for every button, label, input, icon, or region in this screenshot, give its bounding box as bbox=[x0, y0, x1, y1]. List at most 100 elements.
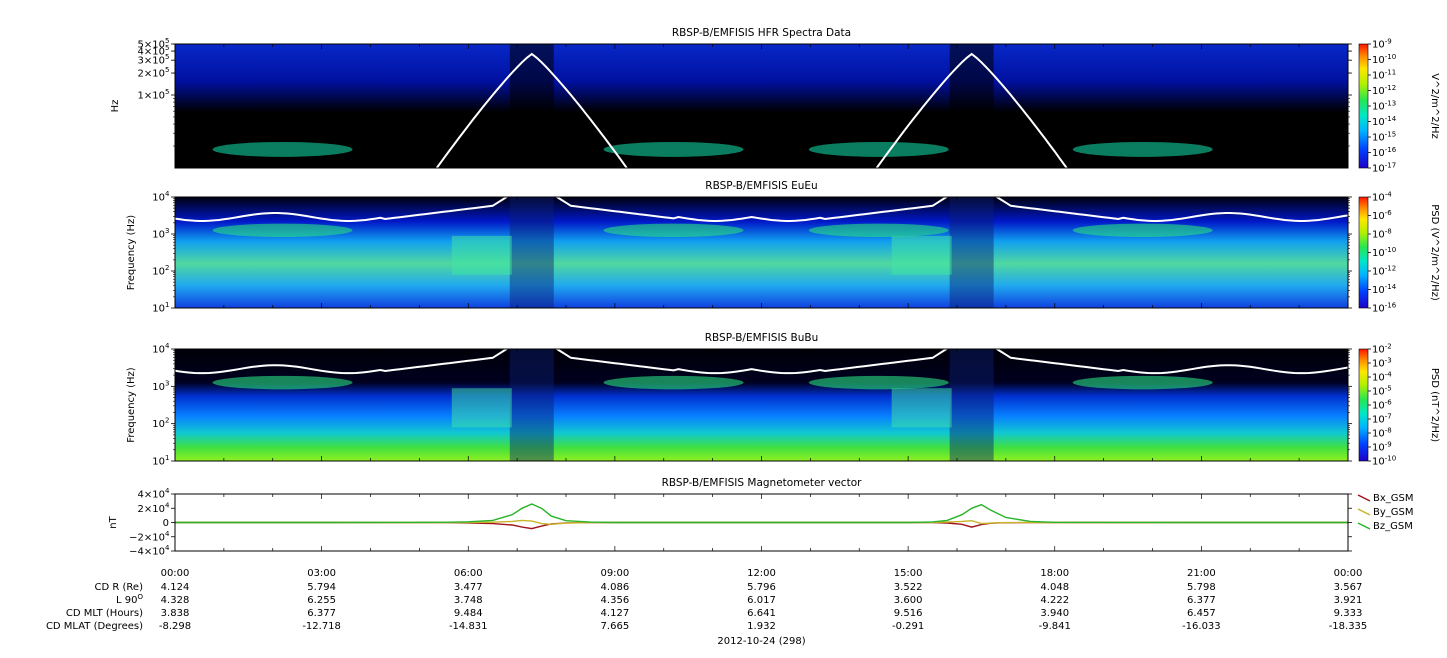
colorbar-tick-label: 10-3 bbox=[1372, 357, 1392, 370]
x-tick-label: 06:00 bbox=[454, 568, 483, 579]
colorbar-tick-label: 10-12 bbox=[1372, 84, 1396, 97]
colorbar-tick-label: 10-8 bbox=[1372, 427, 1392, 440]
y-tick-label: 10 bbox=[152, 419, 165, 430]
emission-band bbox=[808, 141, 949, 157]
y-tick-exponent: 4 bbox=[165, 530, 170, 538]
y-tick-exponent: 1 bbox=[165, 454, 169, 462]
ephemeris-value: 4.127 bbox=[601, 608, 630, 619]
panel-2: RBSP-B/EMFISIS BuBu10-210-310-410-510-61… bbox=[126, 332, 1440, 468]
colorbar-tick-label: 10-4 bbox=[1372, 191, 1392, 204]
emission-patch bbox=[451, 388, 512, 428]
ephemeris-value: -18.335 bbox=[1329, 621, 1368, 632]
ephemeris-value: 4.356 bbox=[601, 595, 630, 606]
y-tick-exponent: 4 bbox=[165, 501, 170, 509]
y-tick-label: 10 bbox=[152, 230, 165, 241]
colorbar-tick-label: 10-10 bbox=[1372, 455, 1396, 468]
ephemeris-value: 6.377 bbox=[307, 608, 336, 619]
x-tick-label: 18:00 bbox=[1040, 568, 1069, 579]
ephemeris-value: 3.522 bbox=[894, 582, 923, 593]
ephemeris-value: 4.048 bbox=[1040, 582, 1069, 593]
legend-swatch bbox=[1357, 494, 1371, 502]
ephemeris-row-label: CD MLT (Hours) bbox=[66, 608, 143, 619]
y-axis-label: nT bbox=[108, 515, 119, 528]
emission-band bbox=[808, 223, 949, 237]
colorbar bbox=[1358, 196, 1369, 309]
x-tick-label: 12:00 bbox=[747, 568, 776, 579]
emission-band bbox=[1072, 375, 1213, 390]
ephemeris-value: 1.932 bbox=[747, 621, 776, 632]
colorbar-tick-label: 10-14 bbox=[1372, 283, 1397, 296]
ephemeris-value: 6.255 bbox=[307, 595, 336, 606]
colorbar-tick-label: 10-10 bbox=[1372, 246, 1396, 259]
y-axis-label: Frequency (Hz) bbox=[126, 215, 137, 291]
ephemeris-value: -16.033 bbox=[1182, 621, 1221, 632]
colorbar bbox=[1358, 348, 1369, 462]
colorbar-tick-label: 10-10 bbox=[1372, 53, 1396, 66]
ephemeris-value: -8.298 bbox=[159, 621, 191, 632]
colorbar-tick-label: 10-17 bbox=[1372, 162, 1396, 175]
y-tick-label: 10 bbox=[152, 267, 165, 278]
ephemeris-value: 9.516 bbox=[894, 608, 923, 619]
colorbar-tick-label: 10-8 bbox=[1372, 228, 1392, 241]
x-tick-label: 15:00 bbox=[894, 568, 923, 579]
ephemeris-row-label: CD R (Re) bbox=[95, 582, 144, 593]
date-label: 2012-10-24 (298) bbox=[717, 636, 805, 647]
series-line-Bz_GSM bbox=[175, 503, 1348, 524]
y-tick-exponent: 5 bbox=[165, 53, 169, 61]
ephemeris-value: 6.017 bbox=[747, 595, 776, 606]
emission-band bbox=[603, 375, 744, 390]
y-tick-exponent: 4 bbox=[165, 342, 170, 350]
x-tick-label: 21:00 bbox=[1187, 568, 1216, 579]
y-tick-exponent: 1 bbox=[165, 301, 169, 309]
emission-band bbox=[212, 375, 353, 390]
colorbar-tick-label: 10-2 bbox=[1372, 343, 1392, 356]
colorbar-label: PSD (V^2/m^2/Hz) bbox=[1429, 204, 1440, 301]
ephemeris-value: 3.567 bbox=[1334, 582, 1363, 593]
emission-patch bbox=[891, 235, 952, 275]
perigee-band bbox=[509, 44, 554, 168]
ephemeris-value: 7.665 bbox=[601, 621, 630, 632]
y-tick-label: 4×10 bbox=[138, 47, 165, 58]
ephemeris-value: 5.798 bbox=[1187, 582, 1216, 593]
x-tick-label: 03:00 bbox=[307, 568, 336, 579]
emission-band bbox=[212, 223, 353, 237]
y-tick-label: 10 bbox=[152, 345, 165, 356]
emission-band bbox=[212, 141, 353, 157]
panel-0: RBSP-B/EMFISIS HFR Spectra Data 10-9 10-10… bbox=[110, 27, 1440, 175]
legend-entry: By_GSM bbox=[1373, 507, 1414, 518]
panel-3: RBSP-B/EMFISIS Magnetometer vector Bx_GSM… bbox=[108, 477, 1414, 558]
legend-swatch bbox=[1357, 508, 1371, 516]
y-tick-label: 0 bbox=[163, 518, 169, 529]
y-tick-label: 2×10 bbox=[138, 504, 165, 515]
colorbar-tick-label: 10-6 bbox=[1372, 209, 1392, 222]
y-tick-label: 5×10 bbox=[138, 40, 165, 51]
colorbar-label: V^2/m^2/Hz bbox=[1429, 73, 1440, 139]
cyclotron-frequency-curve bbox=[175, 197, 1348, 222]
legend-entry: Bx_GSM bbox=[1373, 493, 1414, 504]
y-tick-exponent: 3 bbox=[165, 379, 169, 387]
ephemeris-value: 3.477 bbox=[454, 582, 483, 593]
emission-patch bbox=[451, 235, 512, 275]
legend-entry: Bz_GSM bbox=[1373, 521, 1413, 532]
colorbar-tick-label: 10-9 bbox=[1372, 38, 1392, 51]
colorbar-tick-label: 10-16 bbox=[1372, 302, 1397, 315]
colorbar-tick-label: 10-12 bbox=[1372, 265, 1396, 278]
emission-patch bbox=[891, 388, 952, 428]
colorbar-tick-label: 10-4 bbox=[1372, 371, 1392, 384]
colorbar-label: PSD (nT^2/Hz) bbox=[1429, 368, 1440, 442]
ephemeris-value: 3.838 bbox=[161, 608, 190, 619]
y-tick-label: 4×10 bbox=[138, 490, 165, 501]
panel-title: RBSP-B/EMFISIS BuBu bbox=[705, 332, 819, 344]
ephemeris-value: -14.831 bbox=[449, 621, 488, 632]
ephemeris-value: 4.328 bbox=[161, 595, 190, 606]
emission-band bbox=[1072, 141, 1213, 157]
ephemeris-value: 5.794 bbox=[307, 582, 336, 593]
y-axis-label: Frequency (Hz) bbox=[126, 367, 137, 443]
legend-swatch bbox=[1357, 522, 1371, 530]
emission-band bbox=[808, 375, 949, 390]
perigee-band bbox=[509, 197, 554, 308]
ephemeris-value: 3.600 bbox=[894, 595, 923, 606]
y-tick-label: 10 bbox=[152, 382, 165, 393]
ephemeris-row-label: L 90O bbox=[116, 593, 143, 606]
ephemeris-value: -9.841 bbox=[1039, 621, 1071, 632]
